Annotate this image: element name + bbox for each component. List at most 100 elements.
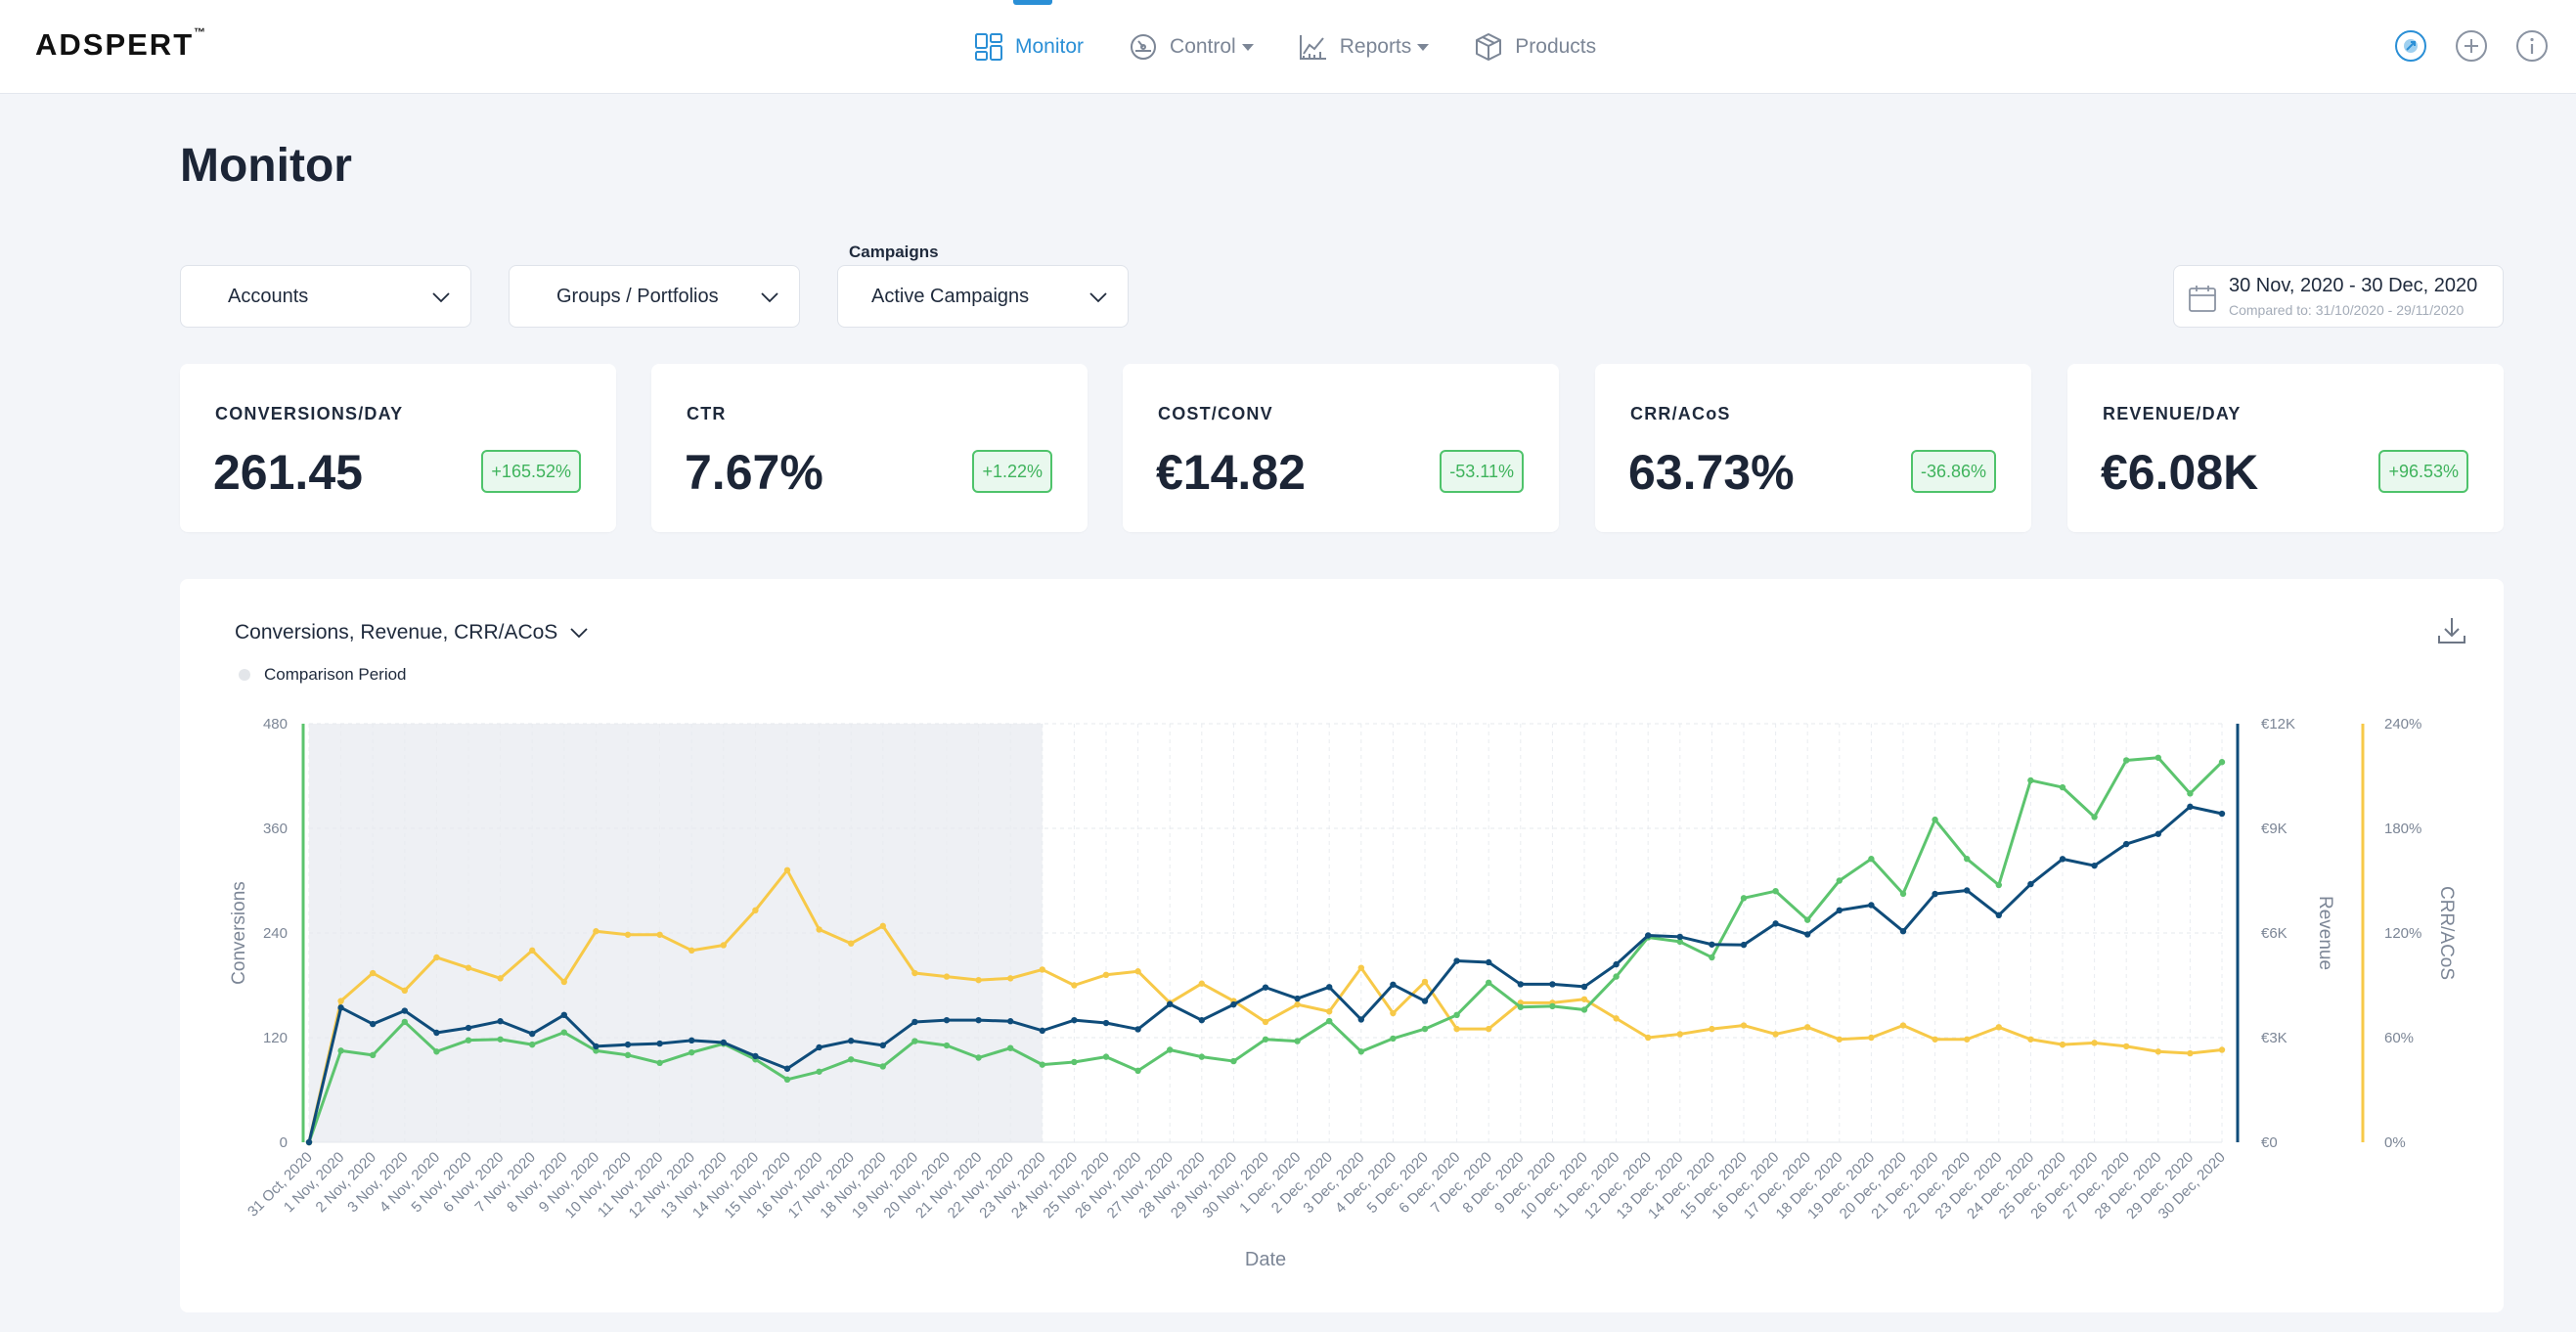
data-point-conversions [1453,1011,1460,1019]
chart-card: Conversions, Revenue, CRR/ACoS Compariso… [180,579,2504,1312]
data-point-revenue [879,1042,886,1049]
gauge-icon [1131,34,1157,60]
calendar-icon [2189,286,2216,312]
data-point-crr-acos [624,931,632,938]
rocket-icon[interactable] [2394,29,2427,63]
y-tick-label-crr: 120% [2384,925,2421,942]
data-point-revenue [1899,928,1907,935]
data-point-conversions [1899,890,1907,898]
nav-item-monitor[interactable]: Monitor [974,0,1084,94]
data-point-crr-acos [943,973,951,980]
performance-chart[interactable]: 0 €0 0% 120 €3K 60% 240 €6K 120% 360 €9K 180% 480 €12… [180,579,2504,1312]
kpi-change-badge: -53.11% [1440,450,1524,493]
y-tick-label-revenue: €6K [2261,925,2287,942]
kpi-card-cost-conv[interactable]: COST/CONV €14.82 -53.11% [1123,364,1559,532]
data-point-revenue [624,1041,632,1048]
kpi-change-badge: -36.86% [1910,450,1996,493]
data-point-revenue [1676,933,1684,941]
data-point-conversions [943,1042,951,1049]
y-tick-label-revenue: €12K [2261,716,2295,733]
metrics-selector-label: Conversions, Revenue, CRR/ACoS [235,621,558,644]
line-chart-icon [1299,35,1326,60]
groups-portfolios-dropdown[interactable]: Groups / Portfolios [509,265,800,328]
kpi-card-ctr[interactable]: CTR 7.67% +1.22% [651,364,1088,532]
campaigns-dropdown-label: Active Campaigns [871,285,1030,307]
data-point-crr-acos [1709,1025,1715,1033]
date-range-picker[interactable]: 30 Nov, 2020 - 30 Dec, 2020 Compared to:… [2173,265,2504,328]
data-point-conversions [1740,895,1748,902]
kpi-card-crr-acos[interactable]: CRR/ACoS 63.73% -36.86% [1595,364,2031,532]
data-point-revenue [1262,984,1269,991]
nav-item-control[interactable]: Control [1129,0,1254,94]
info-icon[interactable] [2515,29,2549,63]
data-point-conversions [593,1047,600,1054]
data-point-crr-acos [433,954,440,961]
y-tick-label-crr: 60% [2384,1030,2414,1046]
metrics-selector[interactable]: Conversions, Revenue, CRR/ACoS [235,621,589,644]
data-point-crr-acos [593,928,600,935]
kpi-change-badge: +165.52% [481,450,581,493]
campaigns-label: Campaigns [849,243,939,261]
data-point-conversions [370,1051,377,1059]
kpi-label: COST/CONV [1158,404,1273,423]
y-tick-label-crr: 0% [2384,1134,2406,1151]
data-point-crr-acos [1804,1024,1811,1031]
data-point-conversions [656,1059,663,1067]
data-point-conversions [1549,1002,1556,1010]
data-point-revenue [337,1004,344,1011]
data-point-conversions [2027,777,2034,784]
data-point-crr-acos [2027,1036,2034,1043]
data-point-crr-acos [1645,1034,1652,1042]
data-point-crr-acos [1899,1022,1907,1029]
kpi-value: 7.67% [685,445,823,500]
y-axis-title-revenue: Revenue [2315,896,2335,970]
adspert-logo[interactable]: ADSPERT™ [35,25,207,63]
data-point-crr-acos [337,998,344,1004]
data-point-conversions [1613,973,1620,980]
y-tick-label-revenue: €9K [2261,821,2287,837]
kpi-card-revenue[interactable]: REVENUE/DAY €6.08K +96.53% [2067,364,2504,532]
data-point-crr-acos [1740,1022,1748,1029]
nav-item-reports[interactable]: Reports [1299,0,1430,94]
data-point-conversions [1294,1038,1301,1044]
data-point-revenue [497,1018,504,1025]
data-point-crr-acos [1676,1031,1684,1038]
y-tick-label-crr: 180% [2384,821,2421,837]
data-point-crr-acos [1326,1008,1333,1015]
kpi-value: 261.45 [213,445,363,500]
data-point-revenue [975,1016,982,1024]
nav-item-products[interactable]: Products [1474,0,1596,94]
data-point-conversions [465,1037,472,1043]
download-icon[interactable] [2435,614,2468,647]
data-point-conversions [1007,1044,1014,1051]
y-tick-label-crr: 240% [2384,716,2421,733]
y-axis-title-conversions: Conversions [229,881,249,985]
add-icon[interactable] [2455,29,2488,63]
data-point-conversions [401,1018,408,1026]
data-point-crr-acos [1071,982,1078,989]
data-point-revenue [2059,856,2066,863]
data-point-crr-acos [1390,1009,1397,1017]
data-point-conversions [497,1036,504,1043]
legend-comparison-period[interactable]: Comparison Period [239,665,407,685]
data-point-conversions [1071,1058,1078,1066]
data-point-revenue [1964,887,1971,894]
data-point-revenue [2218,810,2226,818]
data-point-crr-acos [720,942,727,949]
y-tick-label-revenue: €0 [2261,1134,2278,1151]
data-point-revenue [1709,941,1715,948]
data-point-revenue [1102,1019,1110,1027]
data-point-crr-acos [1262,1018,1269,1026]
page-title: Monitor [180,140,352,192]
data-point-conversions [1580,1006,1588,1013]
data-point-conversions [879,1063,886,1070]
kpi-card-conversions[interactable]: CONVERSIONS/DAY 261.45 +165.52% [180,364,616,532]
accounts-dropdown[interactable]: Accounts [180,265,471,328]
data-point-conversions [624,1051,632,1059]
data-point-revenue [1580,983,1588,991]
campaigns-dropdown[interactable]: Active Campaigns [837,265,1129,328]
data-point-revenue [465,1024,472,1032]
data-point-conversions [1039,1061,1045,1068]
data-point-crr-acos [1039,966,1045,973]
date-range-text: 30 Nov, 2020 - 30 Dec, 2020 [2229,275,2478,296]
